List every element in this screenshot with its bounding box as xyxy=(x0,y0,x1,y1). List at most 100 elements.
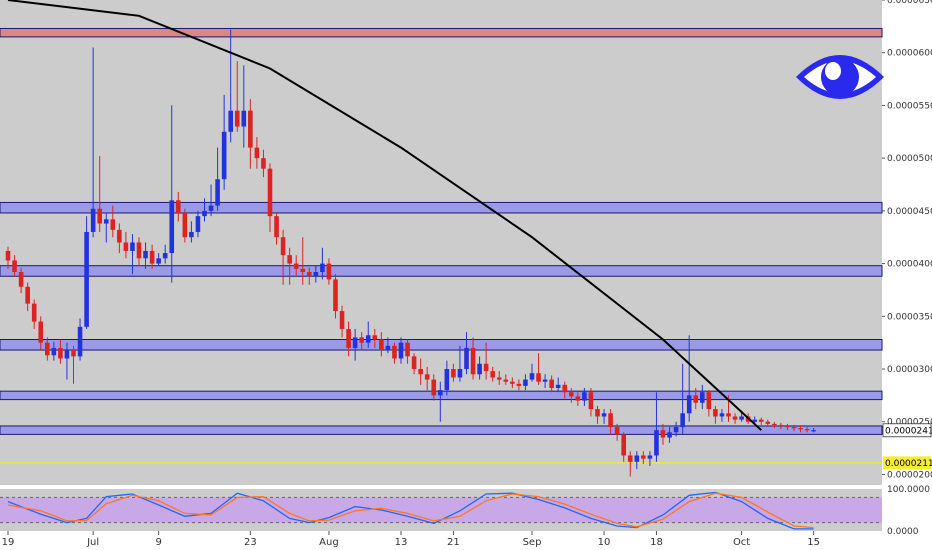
zone-0 xyxy=(0,27,883,38)
candle-body xyxy=(569,392,574,397)
price-tick-label: 0.00006000 xyxy=(887,49,932,59)
candle xyxy=(503,374,509,385)
candle xyxy=(496,371,502,385)
candle xyxy=(267,163,273,232)
candle-body xyxy=(189,231,194,238)
candle xyxy=(254,137,260,169)
candle xyxy=(791,424,797,432)
candle xyxy=(555,377,561,393)
candle xyxy=(241,65,247,148)
candle xyxy=(772,421,777,429)
candle-body xyxy=(438,390,443,396)
marked-price-label: 0.00002110 xyxy=(885,459,932,469)
price-tick-label: 0.00004000 xyxy=(887,260,932,270)
time-axis: 19 Jul 9 23 Aug 13 21 Sep 10 18 Oct 15 xyxy=(2,531,820,548)
candle-body xyxy=(758,419,764,422)
candle xyxy=(182,208,188,243)
candle-body xyxy=(634,455,640,462)
candle xyxy=(333,274,338,319)
candle xyxy=(12,255,17,277)
candle-body xyxy=(12,260,17,273)
candle-body xyxy=(267,168,273,217)
eye-icon[interactable] xyxy=(796,55,884,99)
candle-body xyxy=(713,409,718,417)
zone-5 xyxy=(0,425,883,435)
candlestick-series xyxy=(5,29,816,477)
candle xyxy=(352,328,358,361)
candle-body xyxy=(732,416,738,420)
candle xyxy=(38,316,44,351)
candle-body xyxy=(451,369,456,378)
candle-body xyxy=(202,210,207,217)
candle xyxy=(64,342,70,380)
current-price-label: 0.00002419 xyxy=(885,426,932,436)
candle-body xyxy=(811,430,816,432)
candle-body xyxy=(77,326,83,357)
candle xyxy=(660,423,666,445)
price-tick-label: 0.00003000 xyxy=(887,365,932,375)
candle xyxy=(431,374,437,401)
candle-body xyxy=(778,424,784,427)
candle xyxy=(549,375,554,393)
candle-body xyxy=(654,430,659,456)
candle xyxy=(143,242,148,269)
candle-body xyxy=(765,421,771,424)
candle xyxy=(189,221,194,243)
candle xyxy=(798,425,803,433)
candle xyxy=(202,198,207,222)
candle xyxy=(588,388,594,417)
candle-body xyxy=(601,413,607,417)
candle-body xyxy=(562,384,568,393)
candle-body xyxy=(51,347,57,356)
price-tick-label: 0.00002500 xyxy=(887,418,932,428)
candle-body xyxy=(379,339,384,351)
candle xyxy=(58,339,63,364)
time-tick-label: 23 xyxy=(244,537,257,548)
candle-body xyxy=(693,395,699,403)
candle xyxy=(359,332,364,351)
current-price-badge: 0.00002419 xyxy=(882,423,932,438)
oscillator-axis: 100.0000 0.0000 xyxy=(887,485,930,537)
candle xyxy=(601,409,607,424)
candle xyxy=(110,205,116,238)
candle-body xyxy=(333,279,338,312)
candle-body xyxy=(320,263,325,273)
oscillator-band xyxy=(0,497,882,523)
candle-body xyxy=(261,158,266,169)
candle xyxy=(575,392,581,406)
price-plot-area[interactable] xyxy=(0,0,882,485)
candle-body xyxy=(58,347,63,359)
candle-body xyxy=(686,395,692,414)
candle-body xyxy=(221,131,227,180)
candle-body xyxy=(136,242,142,259)
zone-1 xyxy=(0,201,883,214)
candle xyxy=(221,94,227,190)
candle-body xyxy=(254,147,260,159)
candle xyxy=(280,229,286,285)
candle-body xyxy=(785,425,790,428)
candle-body xyxy=(641,455,646,459)
candle-body xyxy=(38,321,44,343)
candle-body xyxy=(660,430,666,438)
candle-body xyxy=(103,219,109,224)
candle-body xyxy=(195,216,201,232)
candle-body xyxy=(293,263,299,269)
candle-body xyxy=(804,429,810,431)
price-axis: 0.00006500 0.00006000 0.00005500 0.00005000… xyxy=(882,0,932,480)
candle xyxy=(228,29,233,143)
candle xyxy=(156,253,161,266)
candle-body xyxy=(595,409,600,417)
candle xyxy=(529,363,535,382)
candle-body xyxy=(726,413,731,417)
candle xyxy=(713,405,718,424)
candle xyxy=(451,363,456,382)
candle-body xyxy=(385,345,391,351)
candle xyxy=(97,156,102,232)
candle-body xyxy=(791,427,797,429)
candle-body xyxy=(130,242,135,251)
oscillator-line2 xyxy=(7,492,814,529)
candle-body xyxy=(424,374,430,380)
time-tick-label: 10 xyxy=(598,537,611,548)
candle xyxy=(411,353,417,375)
